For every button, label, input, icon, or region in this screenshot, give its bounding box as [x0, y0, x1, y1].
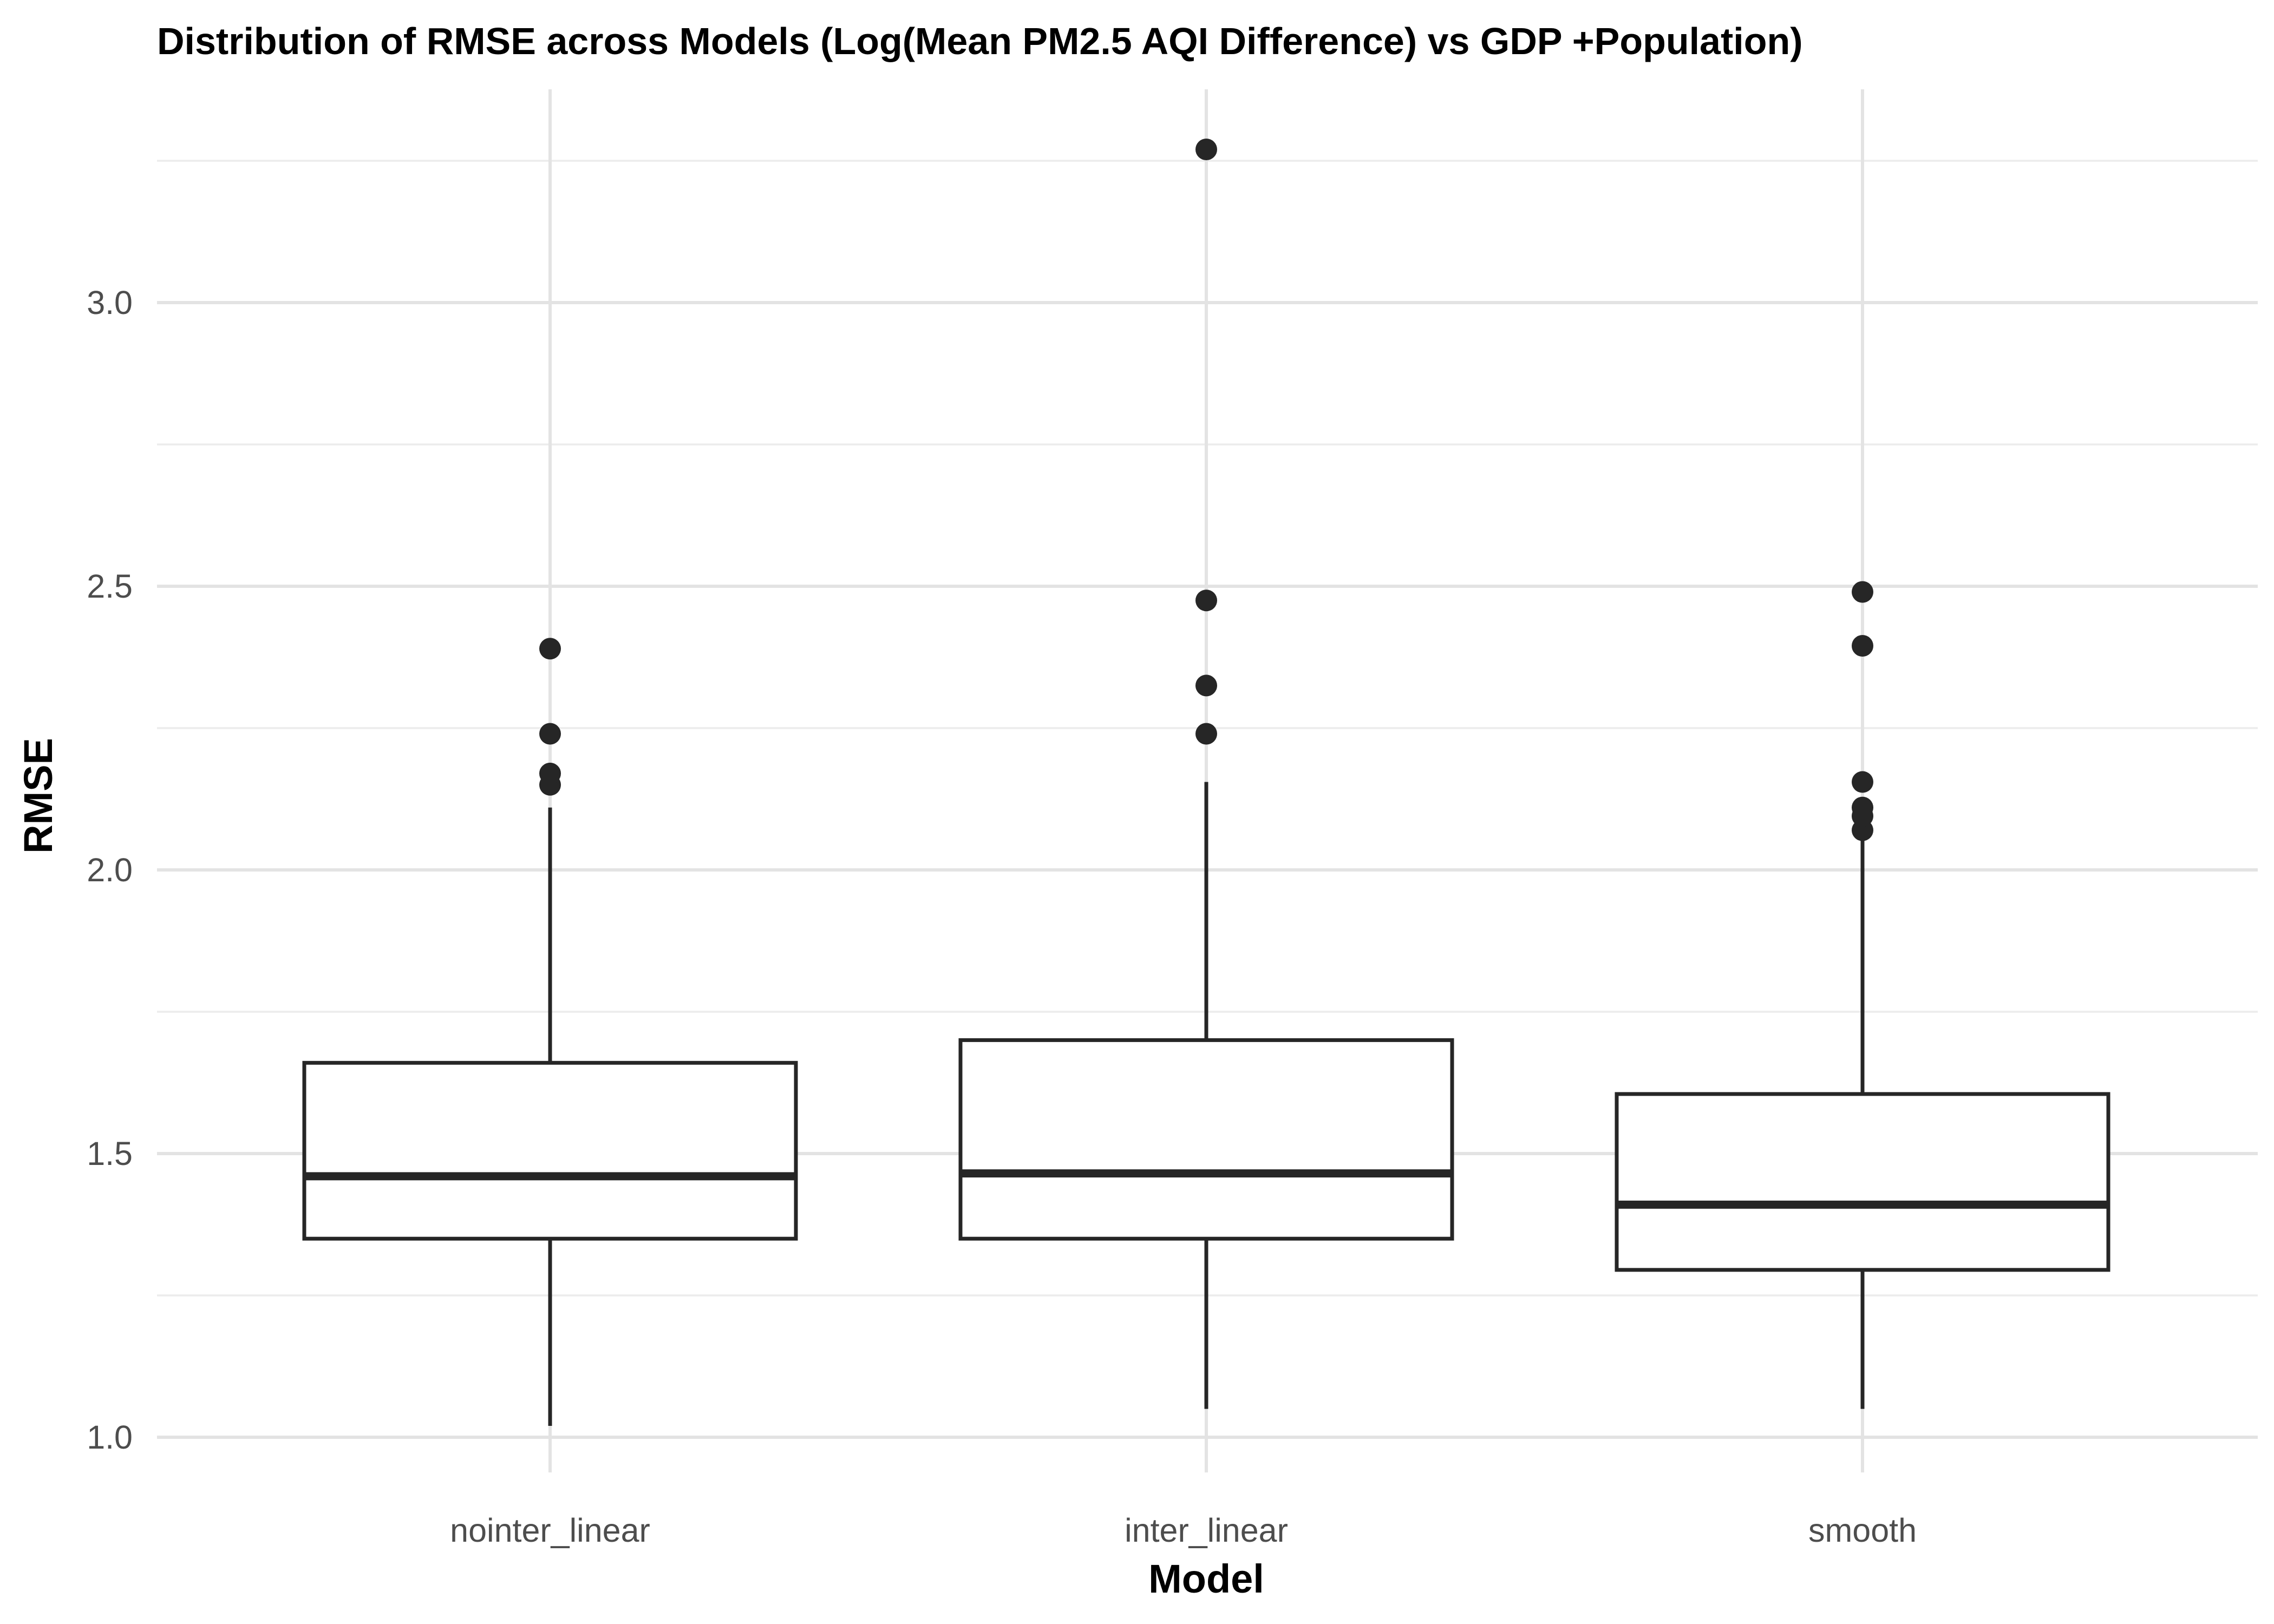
- x-tick-label: smooth: [1808, 1512, 1917, 1549]
- iqr-box: [958, 1038, 1454, 1241]
- outlier-point: [1195, 139, 1217, 161]
- y-tick-label: 3.0: [87, 284, 133, 321]
- chart-title: Distribution of RMSE across Models (Log(…: [157, 20, 1803, 62]
- iqr-box: [1615, 1092, 2110, 1272]
- y-tick-label: 2.0: [87, 852, 133, 888]
- y-tick-label: 1.0: [87, 1419, 133, 1456]
- x-tick-label: nointer_linear: [450, 1512, 650, 1549]
- outlier-point: [1852, 581, 1873, 603]
- y-tick-label: 1.5: [87, 1135, 133, 1172]
- boxes: [302, 139, 2110, 1426]
- y-axis-title: RMSE: [16, 738, 61, 854]
- x-axis-title: Model: [1148, 1556, 1264, 1601]
- outlier-point: [1195, 590, 1217, 612]
- iqr-box: [302, 1060, 798, 1241]
- box-inter-linear: [958, 139, 1454, 1409]
- outlier-point: [1852, 771, 1873, 793]
- outlier-point: [1195, 723, 1217, 745]
- y-axis-ticks: 1.0 1.5 2.0 2.5 3.0: [87, 284, 133, 1456]
- x-axis-ticks: nointer_linear inter_linear smooth: [450, 1512, 1917, 1549]
- outlier-point: [1852, 635, 1873, 657]
- y-tick-label: 2.5: [87, 568, 133, 605]
- outlier-point: [539, 723, 561, 745]
- box-nointer-linear: [302, 638, 798, 1426]
- outlier-point: [1195, 675, 1217, 697]
- outlier-point: [1852, 796, 1873, 818]
- outlier-point: [539, 762, 561, 784]
- x-tick-label: inter_linear: [1125, 1512, 1288, 1549]
- outlier-point: [539, 638, 561, 660]
- box-smooth: [1615, 581, 2110, 1409]
